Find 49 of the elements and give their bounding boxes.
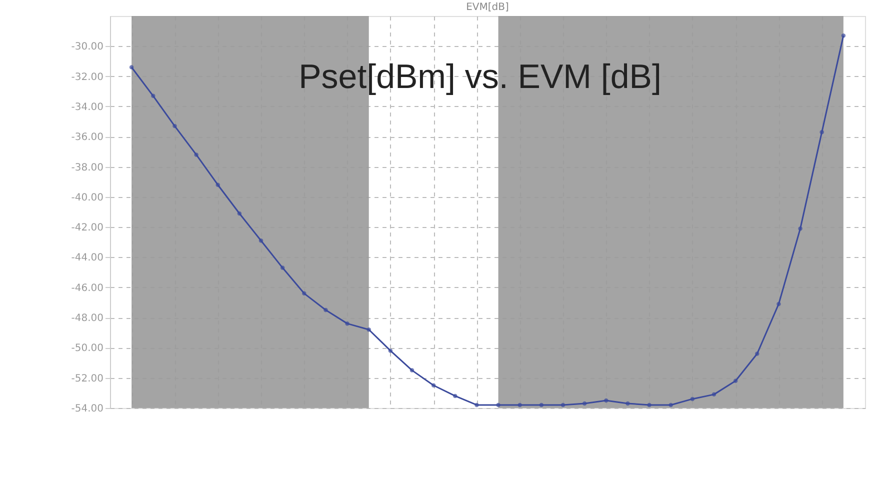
- point: [582, 401, 587, 406]
- point: [496, 402, 500, 408]
- point: [172, 124, 177, 128]
- point: [518, 402, 522, 408]
- point: [690, 396, 695, 402]
- point: [151, 94, 156, 98]
- point: [194, 152, 198, 157]
- chart-title: EVM[dB]: [466, 2, 509, 13]
- point: [474, 402, 479, 408]
- point: [798, 226, 802, 231]
- point: [626, 401, 630, 406]
- point: [345, 321, 350, 326]
- y-tick-label: -50.00: [71, 343, 104, 354]
- point: [755, 352, 760, 356]
- y-tick-label: -40.00: [71, 192, 104, 204]
- point: [410, 368, 414, 372]
- point: [431, 383, 436, 388]
- annotation: Pset[dBm] vs. EVM [dB]: [298, 58, 662, 96]
- y-tick-label: -30.00: [71, 42, 104, 53]
- y-tick-label: -38.00: [71, 162, 104, 174]
- point: [129, 65, 134, 70]
- point: [841, 33, 846, 38]
- y-tick-label: -54.00: [71, 404, 104, 414]
- y-tick-label: -46.00: [71, 282, 104, 294]
- point: [560, 402, 566, 408]
- point: [539, 402, 544, 408]
- y-tick-label: -52.00: [71, 373, 104, 384]
- point: [820, 130, 824, 134]
- y-tick-label: -42.00: [71, 222, 104, 234]
- y-tick-label: -36.00: [71, 132, 104, 144]
- y-tick-label: -34.00: [71, 102, 104, 113]
- y-tick-label: -44.00: [71, 252, 104, 264]
- point: [324, 308, 328, 312]
- point: [216, 182, 220, 187]
- point: [733, 378, 738, 383]
- point: [647, 402, 652, 408]
- point: [776, 302, 781, 306]
- point: [302, 291, 306, 296]
- point: [604, 398, 608, 403]
- point: [668, 402, 673, 408]
- point: [280, 266, 285, 270]
- point: [453, 394, 458, 398]
- y-tick-label: -48.00: [71, 313, 104, 324]
- point: [712, 392, 716, 397]
- y-tick-label: -32.00: [71, 72, 104, 83]
- point: [237, 211, 242, 216]
- point: [388, 348, 393, 353]
- point: [258, 238, 264, 243]
- point: [366, 327, 371, 332]
